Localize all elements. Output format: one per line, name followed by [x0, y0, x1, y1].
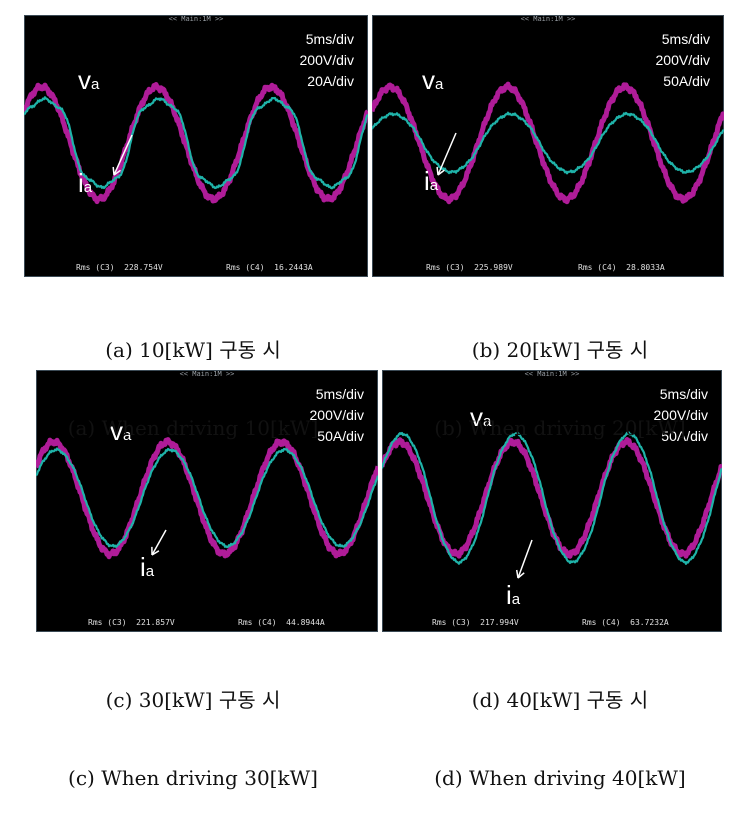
waveform-plot-a: [24, 15, 368, 277]
rms-c3: Rms (C3) 217.994V: [432, 618, 519, 627]
scope-border: [36, 370, 378, 632]
caption-c: (c) 30[kW] 구동 시 (c) When driving 30[kW]: [8, 635, 378, 817]
series-ia-line: [36, 447, 378, 549]
caption-english: (c) When driving 30[kW]: [68, 766, 318, 790]
current-scale: 50A/div: [663, 73, 710, 89]
series-ia-line: [372, 111, 724, 175]
current-label: ia: [424, 166, 439, 196]
rms-c3: Rms (C3) 225.989V: [426, 263, 513, 272]
scope-border: [372, 15, 724, 277]
rms-c3: Rms (C3) 228.754V: [76, 263, 163, 272]
scope-settings: 5ms/div 200V/div 50A/div: [656, 29, 710, 92]
series-va-line: [36, 437, 378, 560]
time-scale: 5ms/div: [659, 386, 708, 402]
voltage-scale: 200V/div: [309, 407, 364, 423]
series-va-line: [24, 82, 368, 205]
current-pointer-arrow: [437, 132, 457, 176]
scope-settings: 5ms/div 200V/div 50A/div: [654, 384, 708, 447]
caption-korean: (d) 40[kW] 구동 시: [471, 688, 649, 712]
oscilloscope-panel-d: << Main:1M >> 5ms/div 200V/div 50A/div v…: [382, 370, 722, 632]
arrow-head: [151, 546, 160, 556]
caption-d: (d) 40[kW] 구동 시 (d) When driving 40[kW]: [376, 635, 744, 817]
scope-border: [382, 370, 722, 632]
series-ia-line: [382, 431, 722, 565]
current-scale: 20A/div: [307, 73, 354, 89]
scope-title: << Main:1M >>: [168, 15, 224, 23]
waveform-plot-c: [36, 370, 378, 632]
time-scale: 5ms/div: [661, 31, 710, 47]
current-scale: 50A/div: [317, 428, 364, 444]
voltage-scale: 200V/div: [655, 52, 710, 68]
rms-readout: Rms (C3) 217.994V Rms (C4) 63.7232A: [382, 618, 722, 630]
caption-korean: (a) 10[kW] 구동 시: [105, 338, 281, 362]
voltage-scale: 200V/div: [653, 407, 708, 423]
voltage-label: va: [422, 65, 444, 95]
voltage-scale: 200V/div: [299, 52, 354, 68]
caption-english: (b) When driving 20[kW]: [434, 416, 686, 440]
rms-c4: Rms (C4) 63.7232A: [582, 618, 669, 627]
scope-title: << Main:1M >>: [524, 370, 580, 378]
arrow-head: [112, 166, 121, 176]
caption-korean: (c) 30[kW] 구동 시: [105, 688, 281, 712]
rms-c4: Rms (C4) 16.2443A: [226, 263, 313, 272]
caption-korean: (b) 20[kW] 구동 시: [471, 338, 649, 362]
time-scale: 5ms/div: [315, 386, 364, 402]
arrow-head: [436, 166, 445, 176]
scope-settings: 5ms/div 200V/div 50A/div: [310, 384, 364, 447]
arrow-head: [515, 569, 525, 579]
rms-c3: Rms (C3) 221.857V: [88, 618, 175, 627]
voltage-label: va: [110, 416, 132, 446]
voltage-label: va: [470, 402, 492, 432]
caption-english: (a) When driving 10[kW]: [67, 416, 319, 440]
oscilloscope-panel-c: << Main:1M >> 5ms/div 200V/div 50A/div v…: [36, 370, 378, 632]
scope-border: [24, 15, 368, 277]
caption-english: (d) When driving 40[kW]: [434, 766, 686, 790]
current-scale: 50A/div: [661, 428, 708, 444]
waveform-plot-d: [382, 370, 722, 632]
current-pointer-arrow: [151, 529, 167, 556]
waveform-plot-b: [372, 15, 724, 277]
rms-readout: Rms (C3) 228.754V Rms (C4) 16.2443A: [24, 263, 368, 275]
series-ia-line: [24, 96, 368, 190]
caption-a: (a) 10[kW] 구동 시 (a) When driving 10[kW]: [8, 285, 378, 467]
current-label: ia: [78, 168, 93, 198]
current-label: ia: [506, 580, 521, 610]
caption-b: (b) 20[kW] 구동 시 (b) When driving 20[kW]: [376, 285, 744, 467]
oscilloscope-panel-b: << Main:1M >> 5ms/div 200V/div 50A/div v…: [372, 15, 724, 277]
current-label: ia: [140, 552, 155, 582]
scope-title: << Main:1M >>: [520, 15, 576, 23]
scope-settings: 5ms/div 200V/div 20A/div: [300, 29, 354, 92]
rms-c4: Rms (C4) 28.8033A: [578, 263, 665, 272]
rms-readout: Rms (C3) 225.989V Rms (C4) 28.8033A: [372, 263, 724, 275]
rms-readout: Rms (C3) 221.857V Rms (C4) 44.8944A: [36, 618, 378, 630]
oscilloscope-panel-a: << Main:1M >> 5ms/div 200V/div 20A/div v…: [24, 15, 368, 277]
current-pointer-arrow: [517, 539, 533, 579]
voltage-label: va: [78, 65, 100, 95]
rms-c4: Rms (C4) 44.8944A: [238, 618, 325, 627]
scope-title: << Main:1M >>: [179, 370, 235, 378]
series-va-line: [372, 81, 724, 205]
time-scale: 5ms/div: [305, 31, 354, 47]
current-pointer-arrow: [113, 134, 133, 176]
